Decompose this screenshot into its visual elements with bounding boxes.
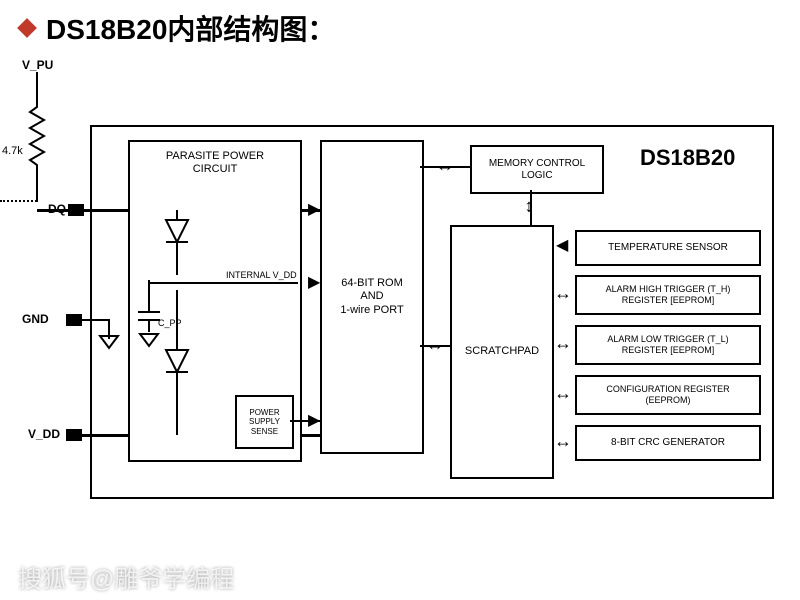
resistor-icon (30, 72, 50, 202)
diode2-icon (166, 350, 188, 390)
dbl-arrow-icon: ↔ (426, 335, 444, 353)
arrow-icon: ▶ (308, 202, 320, 218)
mem-label: MEMORY CONTROL LOGIC (489, 158, 585, 182)
resistor-label: 4.7k (2, 145, 23, 157)
rom-label: 64-BIT ROM AND 1-wire PORT (340, 277, 403, 317)
vdd-label: V_DD (28, 427, 60, 441)
parasite-label: PARASITE POWER CIRCUIT (166, 150, 264, 176)
dbl-arrow-icon: ↔ (554, 284, 572, 302)
alarm-l-block: ALARM LOW TRIGGER (T_L) REGISTER [EEPROM… (575, 325, 761, 365)
mem-block: MEMORY CONTROL LOGIC (470, 145, 604, 194)
config-label: CONFIGURATION REGISTER (EEPROM) (606, 384, 729, 406)
scratchpad-block: SCRATCHPAD (450, 225, 554, 479)
gnd-label: GND (22, 312, 49, 326)
alarm-h-block: ALARM HIGH TRIGGER (T_H) REGISTER [EEPRO… (575, 275, 761, 315)
page-title: DS18B20内部结构图： (46, 8, 335, 48)
alarm-h-label: ALARM HIGH TRIGGER (T_H) REGISTER [EEPRO… (606, 284, 731, 306)
chip-name: DS18B20 (640, 145, 735, 171)
arrow-icon: ▶ (308, 275, 320, 291)
dotted-line (0, 200, 37, 202)
vpu-label: V_PU (22, 58, 53, 72)
power-sense-block: POWER SUPPLY SENSE (235, 395, 294, 449)
dbl-arrow-icon: ↔ (554, 334, 572, 352)
dbl-arrow-icon: ↔ (554, 432, 572, 450)
gnd-icon (100, 336, 118, 350)
temp-block: TEMPERATURE SENSOR (575, 230, 761, 266)
block-diagram: V_PU DQ GND V_DD 4.7k DS18B20 PARASITE P… (0, 50, 800, 550)
alarm-l-label: ALARM LOW TRIGGER (T_L) REGISTER [EEPROM… (607, 334, 728, 356)
rom-block: 64-BIT ROM AND 1-wire PORT (320, 140, 424, 454)
ivdd-label: INTERNAL V_DD (226, 270, 297, 280)
config-block: CONFIGURATION REGISTER (EEPROM) (575, 375, 761, 415)
dbl-arrow-icon: ↔ (554, 384, 572, 402)
scratchpad-label: SCRATCHPAD (465, 345, 539, 358)
arrow-icon: ▶ (308, 413, 320, 429)
crc-block: 8-BIT CRC GENERATOR (575, 425, 761, 461)
crc-label: 8-BIT CRC GENERATOR (611, 437, 725, 449)
dbl-arrow-icon: ↔ (436, 156, 454, 174)
arrow-icon: ◀ (556, 238, 568, 254)
watermark: 搜狐号@雕爷学编程 (18, 559, 234, 594)
bullet-icon (17, 18, 37, 38)
diode1-icon (166, 220, 188, 260)
ivdd-line (148, 282, 298, 284)
title-bar: DS18B20内部结构图： (0, 0, 800, 56)
dbl-arrow-icon: ↔ (523, 198, 541, 216)
power-sense-label: POWER SUPPLY SENSE (249, 408, 280, 437)
cap-icon (138, 300, 160, 350)
gnd-stub (80, 319, 110, 321)
cpp-label: C_PP (158, 318, 182, 328)
temp-label: TEMPERATURE SENSOR (608, 242, 728, 254)
